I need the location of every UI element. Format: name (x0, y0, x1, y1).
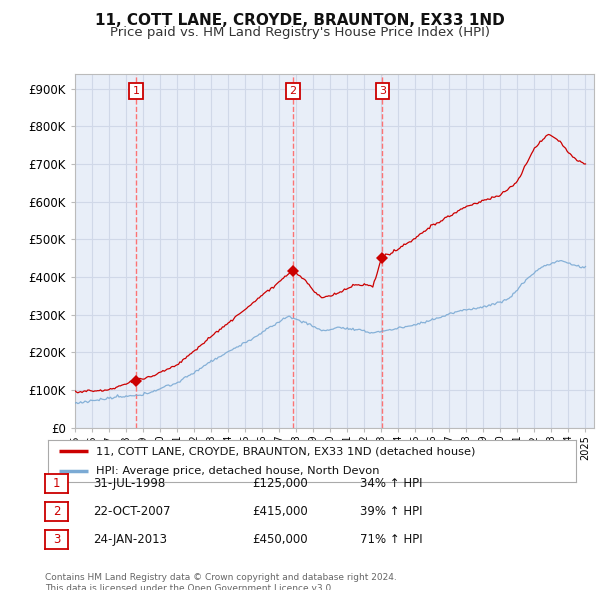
Text: 34% ↑ HPI: 34% ↑ HPI (360, 477, 422, 490)
Text: 39% ↑ HPI: 39% ↑ HPI (360, 505, 422, 518)
Text: 3: 3 (53, 533, 60, 546)
Text: 24-JAN-2013: 24-JAN-2013 (93, 533, 167, 546)
Text: Contains HM Land Registry data © Crown copyright and database right 2024.
This d: Contains HM Land Registry data © Crown c… (45, 573, 397, 590)
Text: 3: 3 (379, 86, 386, 96)
Text: 1: 1 (133, 86, 139, 96)
Text: Price paid vs. HM Land Registry's House Price Index (HPI): Price paid vs. HM Land Registry's House … (110, 26, 490, 39)
Text: 2: 2 (289, 86, 296, 96)
Text: 71% ↑ HPI: 71% ↑ HPI (360, 533, 422, 546)
Text: 11, COTT LANE, CROYDE, BRAUNTON, EX33 1ND: 11, COTT LANE, CROYDE, BRAUNTON, EX33 1N… (95, 13, 505, 28)
Text: 11, COTT LANE, CROYDE, BRAUNTON, EX33 1ND (detached house): 11, COTT LANE, CROYDE, BRAUNTON, EX33 1N… (95, 447, 475, 457)
Text: £450,000: £450,000 (252, 533, 308, 546)
Text: HPI: Average price, detached house, North Devon: HPI: Average price, detached house, Nort… (95, 467, 379, 476)
Text: £125,000: £125,000 (252, 477, 308, 490)
Text: 22-OCT-2007: 22-OCT-2007 (93, 505, 170, 518)
Text: 2: 2 (53, 505, 60, 518)
Text: £415,000: £415,000 (252, 505, 308, 518)
Text: 1: 1 (53, 477, 60, 490)
Text: 31-JUL-1998: 31-JUL-1998 (93, 477, 165, 490)
